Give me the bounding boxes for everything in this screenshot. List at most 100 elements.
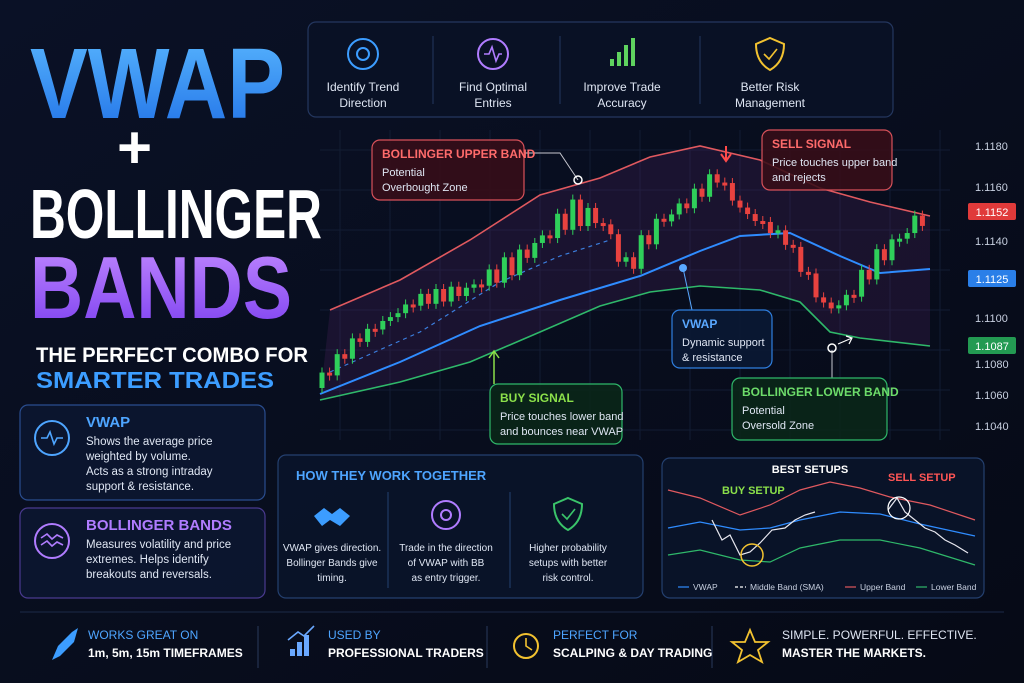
info-card: [19, 507, 266, 599]
icon: [754, 36, 786, 72]
candle: [912, 215, 918, 234]
footer-heading: WORKS GREAT ON: [88, 628, 198, 642]
candle: [509, 257, 515, 276]
price-tag-label: 1.1087: [975, 341, 1009, 353]
annotation-box: [761, 129, 893, 191]
annotation-text: Oversold Zone: [742, 420, 814, 432]
together-text: Bollinger Bands give: [286, 558, 378, 569]
candle: [631, 257, 637, 269]
annotation-box: [489, 383, 623, 445]
candle: [722, 182, 728, 186]
candle: [798, 246, 804, 272]
annotation-box: [731, 377, 888, 441]
candle: [334, 354, 340, 376]
annotation-text: & resistance: [682, 352, 743, 364]
candle: [441, 289, 447, 302]
candle: [691, 188, 697, 209]
feature-label: Find Optimal: [459, 80, 527, 94]
together-text: risk control.: [542, 573, 593, 584]
legend-label: Upper Band: [860, 582, 906, 592]
upper-band: [329, 145, 931, 311]
card-text: extremes. Helps identify: [86, 554, 209, 566]
candle: [760, 221, 766, 225]
price-tick: 1.1040: [975, 421, 1009, 433]
arrow: [837, 335, 853, 345]
mini-upper: [667, 481, 976, 521]
icon: [287, 625, 315, 641]
feature-label: Better Risk: [741, 80, 801, 94]
footer-text: MASTER THE MARKETS.: [782, 646, 926, 660]
icon: [40, 532, 64, 541]
candle: [608, 224, 614, 235]
candle: [539, 235, 545, 243]
candle: [638, 235, 644, 269]
icon: [34, 420, 70, 456]
feature-label: Identify Trend: [327, 80, 400, 94]
vwap-line: [319, 231, 931, 395]
band-fill: [320, 146, 930, 400]
candle: [585, 207, 591, 227]
footer-heading: USED BY: [328, 628, 381, 642]
annotation-text: Overbought Zone: [382, 182, 468, 194]
together-panel: [277, 454, 644, 599]
icon: [513, 633, 539, 659]
marker: [887, 496, 911, 520]
candle: [327, 372, 333, 376]
candle: [471, 284, 477, 288]
tagline: THE PERFECT COMBO FOR: [36, 344, 308, 367]
candle: [919, 215, 925, 226]
card-title: BOLLINGER BANDS: [86, 517, 232, 534]
annotation-text: Potential: [742, 405, 785, 417]
connector: [524, 152, 579, 181]
arrow: [720, 146, 732, 163]
icon: [297, 642, 302, 656]
mini-price: [887, 496, 969, 554]
candle: [410, 304, 416, 308]
icon: [41, 429, 63, 447]
candle: [775, 230, 781, 234]
annotation-title: BOLLINGER LOWER BAND: [742, 385, 899, 399]
candle: [349, 338, 355, 359]
candle: [904, 233, 910, 239]
candle: [395, 313, 401, 318]
title-plus: +: [117, 114, 152, 181]
price-tag: [968, 270, 1016, 287]
candle: [866, 269, 872, 280]
icon: [314, 508, 350, 526]
icon: [763, 48, 778, 61]
card-text: support & resistance.: [86, 481, 194, 493]
setup-label: BUY SETUP: [722, 485, 785, 497]
setups-panel: [661, 457, 985, 599]
candle: [600, 223, 606, 227]
candle: [365, 328, 371, 342]
candle: [524, 249, 530, 258]
footer-text: SCALPING & DAY TRADING: [553, 646, 712, 660]
together-text: timing.: [317, 573, 346, 584]
icon: [610, 59, 614, 66]
together-text: of VWAP with BB: [408, 558, 485, 569]
candle: [486, 269, 492, 286]
candle: [661, 218, 667, 222]
icon: [431, 500, 461, 530]
candle: [517, 249, 523, 276]
candle: [372, 328, 378, 332]
candle: [836, 305, 842, 309]
annotation-text: Dynamic support: [682, 337, 765, 349]
candle: [684, 203, 690, 209]
candle: [653, 218, 659, 245]
icon: [729, 627, 771, 664]
candle: [752, 214, 758, 222]
candle: [593, 207, 599, 224]
annotation-title: VWAP: [682, 317, 717, 331]
candle: [767, 221, 773, 234]
candle: [357, 338, 363, 342]
icon: [561, 508, 576, 521]
card-text: breakouts and reversals.: [86, 569, 212, 581]
candle: [418, 293, 424, 306]
candle: [889, 239, 895, 261]
legend-label: VWAP: [693, 582, 718, 592]
candle: [547, 235, 553, 239]
candle: [699, 188, 705, 197]
icon: [440, 509, 452, 521]
